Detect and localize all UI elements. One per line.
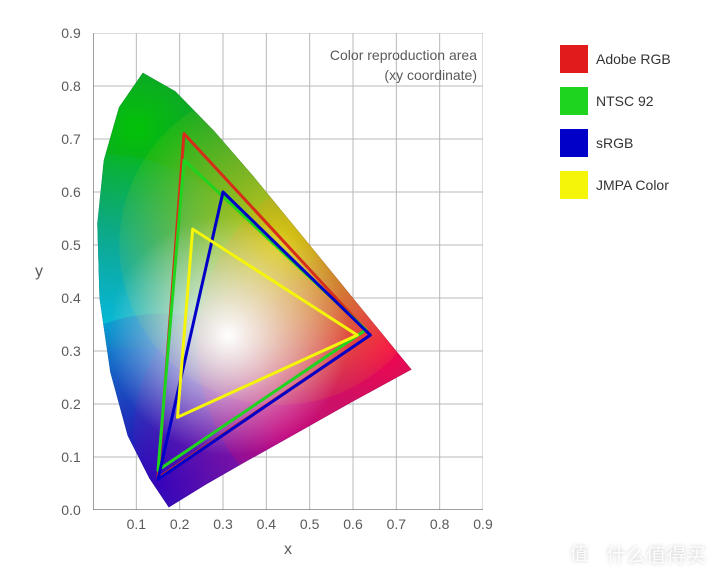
y-axis-label: y bbox=[35, 263, 43, 281]
y-tick-label: 0.2 bbox=[61, 396, 80, 412]
y-tick-label: 0.7 bbox=[61, 131, 80, 147]
chart-title-line1: Color reproduction area bbox=[330, 47, 477, 63]
legend-item-srgb: sRGB bbox=[560, 129, 633, 157]
chart-container: 0.1 0.2 0.3 0.4 0.5 0.6 0.7 0.8 0.9 0.0 0.1 0.2 0.3 0… bbox=[0, 0, 720, 582]
legend-swatch bbox=[560, 129, 588, 157]
legend-swatch bbox=[560, 171, 588, 199]
x-tick-label: 0.3 bbox=[213, 516, 232, 532]
y-tick-label: 0.0 bbox=[61, 502, 80, 518]
legend-item-adobe-rgb: Adobe RGB bbox=[560, 45, 671, 73]
watermark: 值 什么值得买 bbox=[560, 534, 706, 572]
y-tick-label: 0.8 bbox=[61, 78, 80, 94]
chart-title-line2: (xy coordinate) bbox=[384, 67, 477, 83]
chromaticity-plot bbox=[93, 33, 483, 510]
x-axis-label: x bbox=[284, 541, 292, 559]
x-tick-label: 0.1 bbox=[127, 516, 146, 532]
watermark-badge-char: 值 bbox=[570, 540, 588, 566]
y-tick-label: 0.6 bbox=[61, 184, 80, 200]
x-tick-label: 0.2 bbox=[170, 516, 189, 532]
y-tick-label: 0.3 bbox=[61, 343, 80, 359]
y-tick-label: 0.5 bbox=[61, 237, 80, 253]
legend-item-ntsc-92: NTSC 92 bbox=[560, 87, 654, 115]
y-tick-label: 0.4 bbox=[61, 290, 80, 306]
y-tick-label: 0.9 bbox=[61, 25, 80, 41]
x-tick-label: 0.4 bbox=[257, 516, 276, 532]
legend-label: Adobe RGB bbox=[596, 51, 671, 67]
legend-swatch bbox=[560, 45, 588, 73]
legend-label: JMPA Color bbox=[596, 177, 669, 193]
x-tick-label: 0.9 bbox=[473, 516, 492, 532]
y-tick-label: 0.1 bbox=[61, 449, 80, 465]
legend-item-jmpa-color: JMPA Color bbox=[560, 171, 669, 199]
legend-label: NTSC 92 bbox=[596, 93, 654, 109]
x-tick-label: 0.7 bbox=[387, 516, 406, 532]
x-tick-label: 0.8 bbox=[430, 516, 449, 532]
legend-label: sRGB bbox=[596, 135, 633, 151]
x-tick-label: 0.5 bbox=[300, 516, 319, 532]
legend-swatch bbox=[560, 87, 588, 115]
watermark-badge: 值 bbox=[560, 534, 598, 572]
watermark-text: 什么值得买 bbox=[606, 539, 706, 568]
x-tick-label: 0.6 bbox=[343, 516, 362, 532]
